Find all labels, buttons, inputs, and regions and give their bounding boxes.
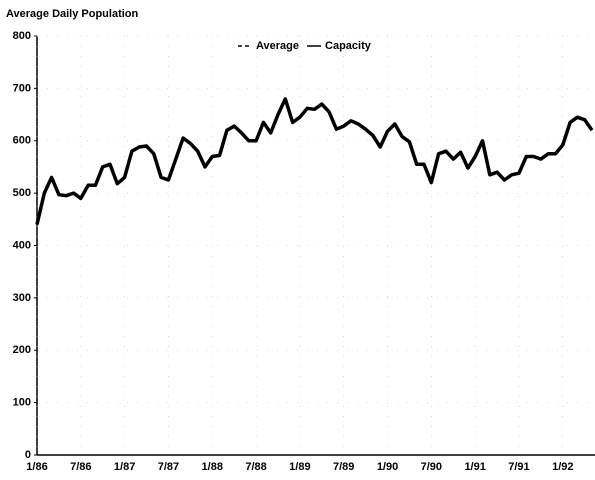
x-tick-label: 1/91: [464, 461, 485, 473]
x-tick-label: 1/88: [202, 461, 223, 473]
y-tick-label: 300: [13, 292, 31, 304]
y-tick-label: 700: [13, 82, 31, 94]
x-tick-label: 7/90: [421, 461, 442, 473]
x-tick-label: 7/91: [508, 461, 529, 473]
y-tick-label: 200: [13, 344, 31, 356]
chart-title: Average Daily Population: [6, 8, 139, 20]
legend-label: Capacity: [325, 40, 372, 52]
x-tick-label: 1/92: [552, 461, 573, 473]
y-tick-label: 500: [13, 187, 31, 199]
x-tick-label: 1/90: [377, 461, 398, 473]
x-tick-label: 1/89: [289, 461, 310, 473]
y-tick-label: 100: [13, 397, 31, 409]
y-tick-label: 0: [25, 449, 31, 461]
x-tick-label: 7/86: [70, 461, 91, 473]
x-tick-label: 1/86: [26, 461, 47, 473]
y-tick-label: 600: [13, 135, 31, 147]
data-line: [35, 97, 594, 225]
y-tick-label: 400: [13, 239, 31, 251]
x-tick-label: 1/87: [114, 461, 135, 473]
x-tick-label: 7/88: [245, 461, 266, 473]
y-tick-label: 800: [13, 30, 31, 42]
x-tick-label: 7/87: [158, 461, 179, 473]
legend-label: Average: [256, 40, 299, 52]
x-tick-label: 7/89: [333, 461, 354, 473]
